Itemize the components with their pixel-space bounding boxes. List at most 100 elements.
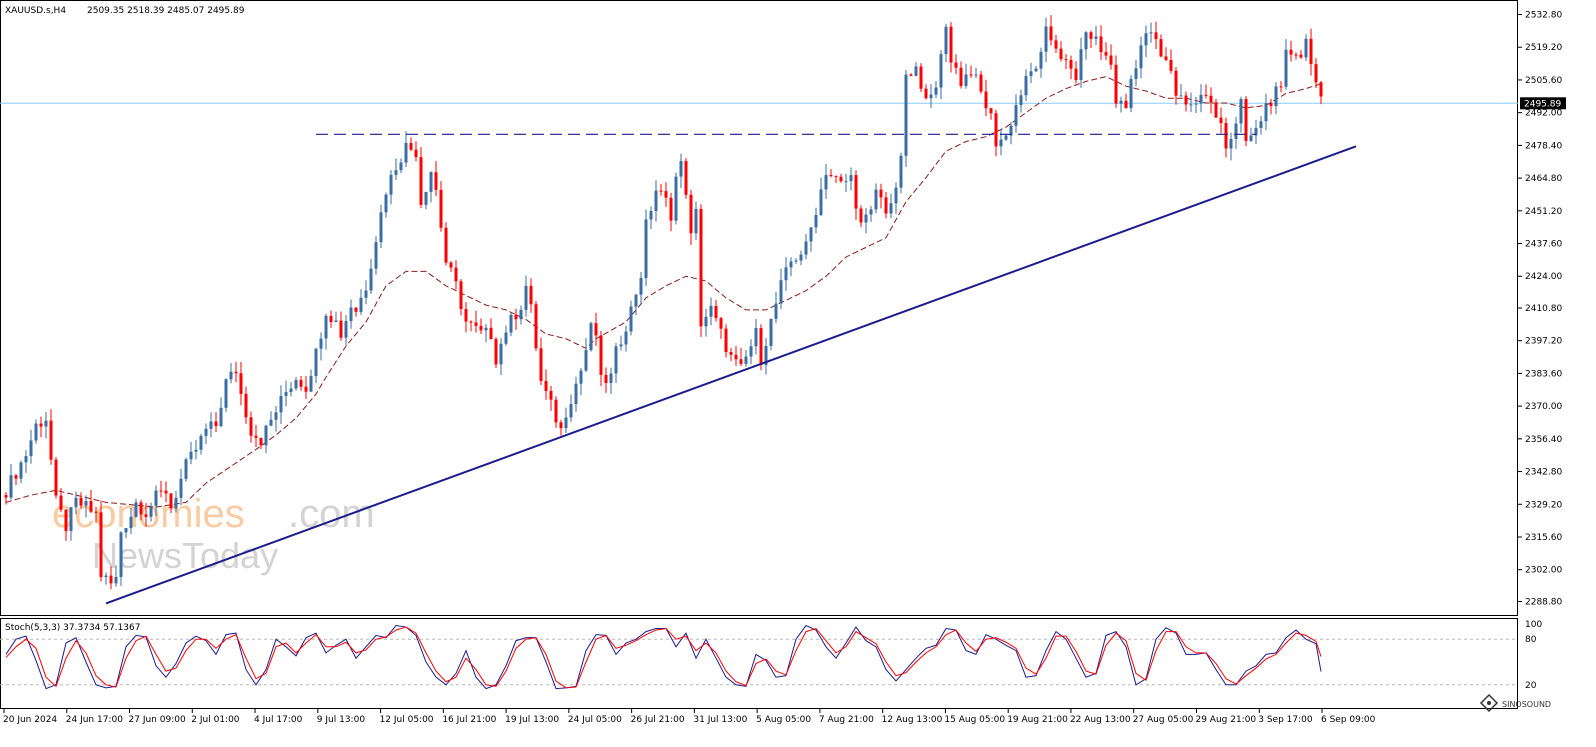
watermark: econ omies .com NewsToday <box>52 492 375 576</box>
time-axis[interactable]: 20 Jun 2024 24 Jun 17:00 27 Jun 09:00 2 Jul… <box>3 709 1376 725</box>
candle-body <box>949 26 953 63</box>
candle-body <box>819 189 823 215</box>
candle-body <box>1294 54 1298 56</box>
candles-layer <box>4 15 1323 590</box>
candle-body <box>39 423 43 427</box>
candle-body <box>29 440 33 457</box>
candle-body <box>1129 79 1133 109</box>
candle-body <box>1064 59 1068 61</box>
candle-body <box>1224 123 1228 149</box>
candle-body <box>379 212 383 243</box>
price-tick-label: 2478.40 <box>1525 141 1562 151</box>
time-tick-label: 29 Aug 21:00 <box>1195 715 1256 725</box>
stoch-tick-label: 80 <box>1525 635 1537 645</box>
price-tick-label: 2424.00 <box>1525 272 1562 282</box>
candle-body <box>974 74 978 76</box>
time-tick-label: 5 Aug 05:00 <box>756 715 811 725</box>
candle-body <box>114 577 118 584</box>
support-trendline[interactable] <box>105 145 1357 605</box>
candle-body <box>584 350 588 371</box>
time-tick-label: 3 Sep 17:00 <box>1258 715 1313 725</box>
candle-body <box>474 322 478 326</box>
candle-body <box>1284 49 1288 87</box>
candle-body <box>674 176 678 221</box>
candle-body <box>134 502 138 517</box>
candle-body <box>1104 52 1108 56</box>
candle-body <box>684 161 688 195</box>
candle-body <box>424 191 428 205</box>
candle-body <box>374 242 378 269</box>
candle-body <box>709 305 713 317</box>
candle-body <box>59 495 63 510</box>
corner-logo-text: SINOSOUND <box>1502 700 1551 709</box>
candle-body <box>229 371 233 380</box>
candle-body <box>789 261 793 268</box>
candle-body <box>989 108 993 114</box>
candle-body <box>104 575 108 578</box>
candle-body <box>119 532 123 578</box>
candle-body <box>204 428 208 436</box>
candle-body <box>759 328 763 365</box>
candle-body <box>754 328 758 347</box>
candle-body <box>969 74 973 76</box>
candle-body <box>579 370 583 384</box>
candle-body <box>219 407 223 427</box>
candle-body <box>34 423 38 441</box>
candle-body <box>249 417 253 436</box>
candle-body <box>964 74 968 86</box>
candle-body <box>1119 100 1123 104</box>
candle-body <box>324 315 328 339</box>
time-tick-label: 31 Jul 13:00 <box>693 715 747 725</box>
candle-body <box>344 321 348 338</box>
candle-body <box>859 208 863 223</box>
candle-body <box>19 462 23 479</box>
candle-body <box>1304 38 1308 58</box>
candle-body <box>719 318 723 329</box>
candle-body <box>1299 54 1303 58</box>
candle-body <box>609 373 613 384</box>
candle-body <box>299 380 303 387</box>
candle-body <box>369 268 373 291</box>
candle-body <box>909 74 913 76</box>
candle-body <box>944 26 948 55</box>
candle-body <box>1039 51 1043 69</box>
candle-body <box>1134 68 1138 80</box>
candle-body <box>854 175 858 209</box>
candle-body <box>339 320 343 338</box>
candle-body <box>604 374 608 384</box>
candle-body <box>1199 94 1203 104</box>
price-tick-label: 2451.20 <box>1525 207 1562 217</box>
candle-body <box>1149 32 1153 34</box>
candle-body <box>524 285 528 310</box>
price-tick-label: 2315.60 <box>1525 533 1562 543</box>
candle-body <box>1004 135 1008 140</box>
candle-body <box>14 475 18 479</box>
candle-body <box>1154 32 1158 40</box>
candle-body <box>764 346 768 365</box>
candle-body <box>1139 45 1143 69</box>
candle-body <box>734 354 738 360</box>
candle-body <box>1074 68 1078 81</box>
candle-body <box>1184 95 1188 105</box>
candle-body <box>1144 33 1148 46</box>
price-axis[interactable]: 2532.80 2519.20 2505.60 2492.00 2478.40 2464.… <box>1518 11 1566 608</box>
candle-body <box>714 305 718 319</box>
candle-body <box>569 404 573 418</box>
candle-body <box>589 323 593 351</box>
candle-body <box>214 421 218 427</box>
candle-body <box>69 507 73 532</box>
time-tick-label: 2 Jul 01:00 <box>191 715 240 725</box>
candle-body <box>649 210 653 220</box>
candle-body <box>519 309 523 320</box>
candle-body <box>954 62 958 68</box>
candle-body <box>4 495 8 498</box>
candle-body <box>849 175 853 182</box>
candle-body <box>1054 40 1058 49</box>
price-tick-label: 2519.20 <box>1525 43 1562 53</box>
candle-body <box>839 176 843 182</box>
candle-body <box>479 325 483 331</box>
candle-body <box>699 208 703 327</box>
candle-body <box>574 383 578 405</box>
